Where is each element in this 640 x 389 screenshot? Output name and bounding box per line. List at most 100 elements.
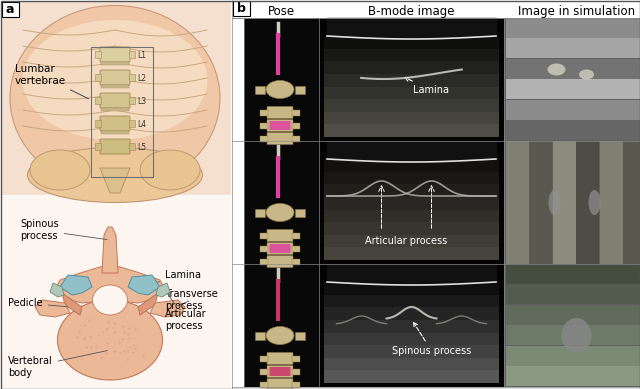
Ellipse shape [547, 63, 566, 75]
Bar [576, 141, 599, 264]
Polygon shape [156, 283, 170, 297]
Bar [292, 356, 300, 361]
Text: Spinous process: Spinous process [392, 322, 471, 356]
Bar [600, 141, 623, 264]
Text: Spinous
process: Spinous process [20, 219, 108, 241]
Text: b: b [237, 2, 245, 15]
Polygon shape [102, 227, 118, 273]
Bar [260, 368, 268, 375]
Ellipse shape [28, 147, 202, 203]
Text: L3: L3 [137, 97, 146, 106]
Bar [504, 264, 640, 387]
Bar [324, 197, 499, 210]
Bar [506, 100, 640, 120]
FancyBboxPatch shape [267, 352, 293, 364]
Bar [324, 345, 499, 358]
FancyBboxPatch shape [269, 244, 291, 253]
Bar [506, 120, 640, 140]
Bar [324, 222, 499, 235]
Bar [319, 141, 504, 264]
Bar [101, 108, 129, 111]
Bar [295, 331, 305, 340]
Bar [95, 120, 101, 127]
Bar [260, 245, 268, 252]
Bar [324, 294, 499, 307]
Polygon shape [138, 293, 158, 315]
Bar [506, 79, 640, 99]
Text: Image in simulation: Image in simulation [518, 5, 635, 18]
FancyBboxPatch shape [267, 366, 293, 377]
Bar [292, 135, 300, 142]
Ellipse shape [266, 326, 294, 345]
Bar [324, 112, 499, 124]
FancyBboxPatch shape [267, 133, 293, 144]
Text: a: a [6, 3, 14, 16]
FancyBboxPatch shape [100, 139, 130, 154]
Bar [324, 358, 499, 370]
Text: Lumbar
vertebrae: Lumbar vertebrae [15, 64, 88, 99]
Polygon shape [50, 283, 64, 297]
Bar [244, 264, 319, 387]
Bar [244, 18, 319, 141]
Polygon shape [128, 275, 160, 295]
Bar [506, 38, 640, 58]
Ellipse shape [266, 81, 294, 98]
Bar [260, 356, 268, 361]
Polygon shape [62, 293, 82, 315]
Bar [324, 49, 499, 61]
Bar [553, 141, 576, 264]
FancyBboxPatch shape [267, 230, 293, 242]
Ellipse shape [266, 203, 294, 221]
Bar [260, 123, 268, 128]
Bar [324, 159, 499, 172]
Text: Transverse
process: Transverse process [165, 289, 218, 311]
Text: Articular process: Articular process [365, 236, 447, 246]
Bar [95, 51, 101, 58]
Bar [129, 143, 135, 150]
Ellipse shape [10, 5, 220, 191]
Text: B-mode image: B-mode image [368, 5, 455, 18]
Bar [292, 382, 300, 387]
Polygon shape [55, 265, 165, 303]
Bar [324, 184, 499, 197]
Bar [129, 74, 135, 81]
Bar [1, 1, 231, 195]
Ellipse shape [579, 70, 594, 79]
Bar [324, 210, 499, 222]
Text: Pedicle: Pedicle [8, 298, 67, 308]
Bar [260, 109, 268, 116]
FancyBboxPatch shape [100, 70, 130, 85]
Text: Articular
process: Articular process [165, 292, 207, 331]
Bar [324, 61, 499, 74]
Bar [623, 141, 640, 264]
FancyBboxPatch shape [267, 242, 293, 254]
Text: Lamina: Lamina [150, 270, 201, 284]
Bar [504, 141, 640, 264]
Text: Pose: Pose [268, 5, 295, 18]
Bar [1, 196, 231, 388]
Bar [324, 370, 499, 383]
Text: L1: L1 [137, 51, 146, 60]
Bar [129, 120, 135, 127]
Bar [292, 259, 300, 265]
Ellipse shape [561, 318, 591, 353]
Bar [319, 264, 504, 387]
FancyBboxPatch shape [232, 0, 250, 16]
Bar [324, 36, 499, 49]
Ellipse shape [30, 150, 90, 190]
Bar [529, 141, 552, 264]
Bar [292, 109, 300, 116]
FancyBboxPatch shape [100, 47, 130, 62]
Bar [101, 85, 129, 88]
Bar [260, 135, 268, 142]
Bar [324, 282, 499, 294]
Bar [255, 209, 265, 217]
FancyBboxPatch shape [269, 367, 291, 376]
Bar [260, 233, 268, 238]
Bar [506, 366, 640, 386]
Ellipse shape [548, 190, 561, 215]
Text: L4: L4 [137, 120, 146, 129]
Bar [324, 320, 499, 333]
Bar [324, 172, 499, 184]
Bar [260, 382, 268, 387]
